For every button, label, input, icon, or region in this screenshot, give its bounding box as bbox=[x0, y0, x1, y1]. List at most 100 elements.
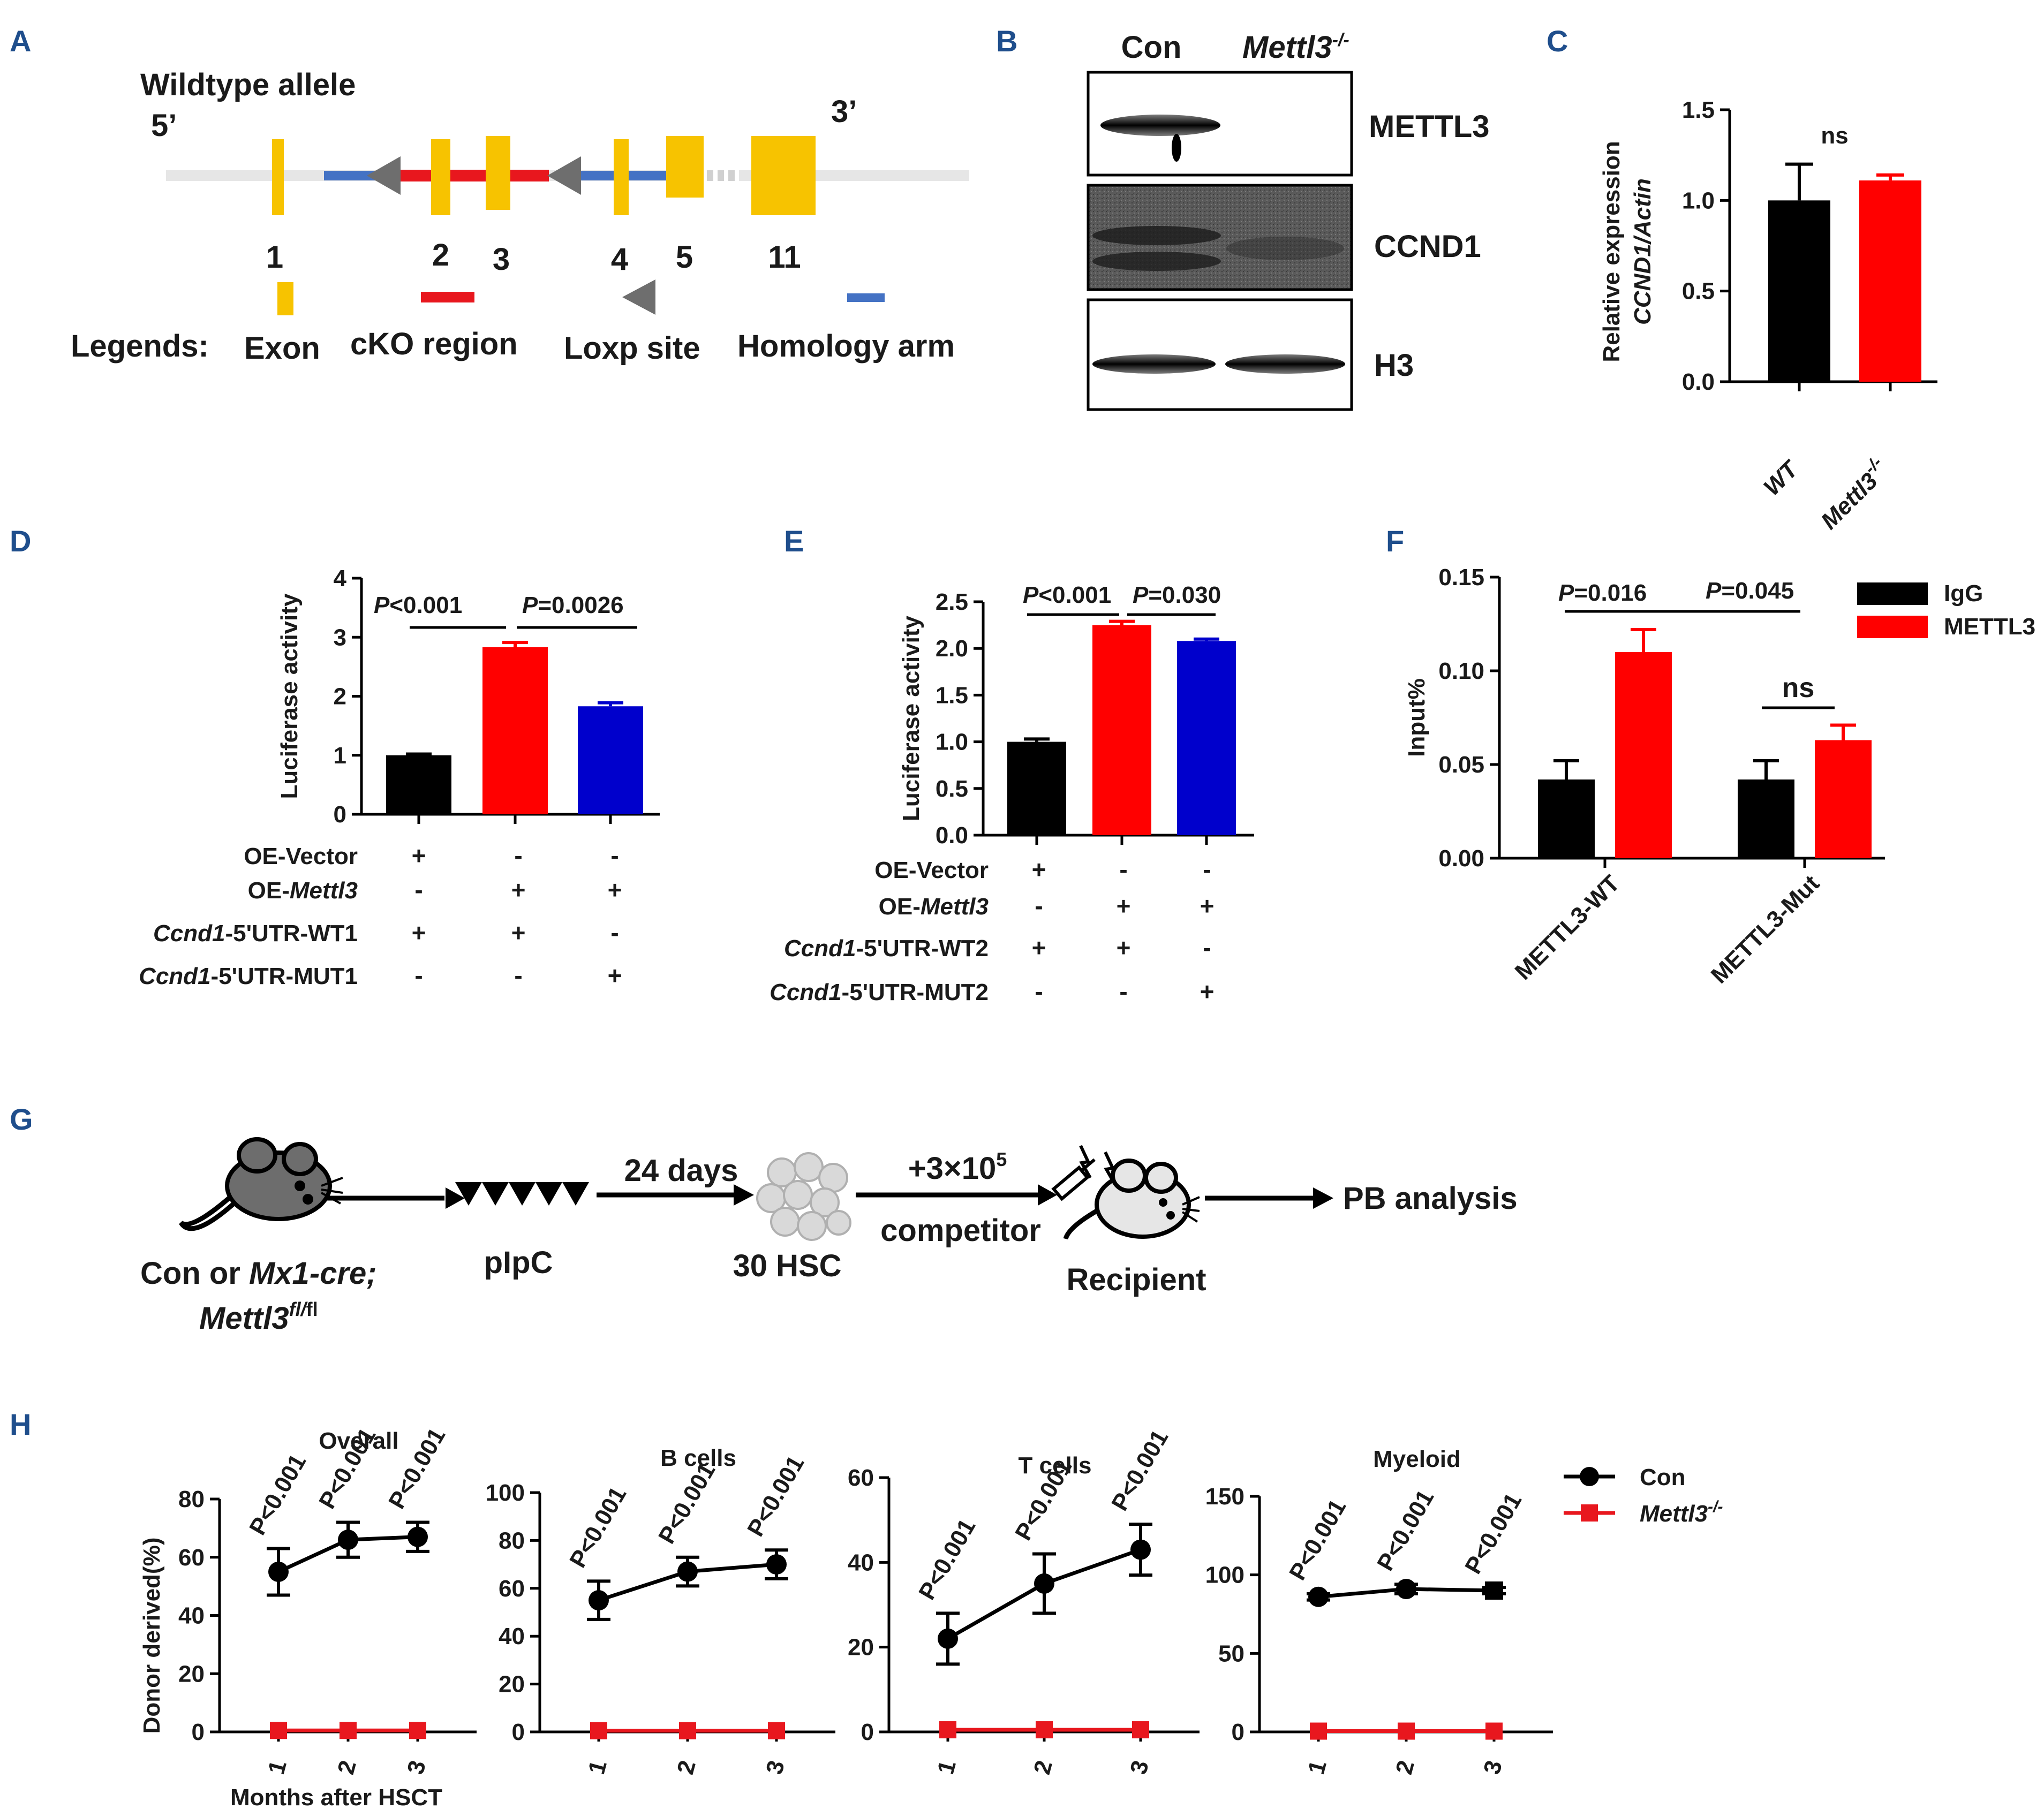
g-arrowhead-1 bbox=[446, 1187, 465, 1209]
f-ytick-label: 0.15 bbox=[1438, 564, 1484, 591]
h-chart-4: 0 50 100 150 Myeloid 1 2 3 P<0.001 P<0.001 P<0.001 bbox=[1205, 1446, 1553, 1777]
h1-xtick: 3 bbox=[402, 1758, 431, 1777]
h2-ytick-label: 20 bbox=[499, 1671, 525, 1698]
h-chart-2: 0 20 40 60 80 100 B cells 1 2 3 P<0.001 P<0.001 P<0.… bbox=[486, 1445, 835, 1777]
tableE-sign: - bbox=[1035, 892, 1043, 920]
c-ytick-label: 1.0 bbox=[1682, 187, 1715, 214]
h2-point bbox=[766, 1554, 787, 1575]
f-bar bbox=[1738, 779, 1794, 858]
legend-exon-swatch bbox=[277, 282, 293, 315]
exon-number-1: 1 bbox=[266, 240, 283, 275]
h-legend-con-marker bbox=[1580, 1467, 1599, 1486]
h3-xtick: 2 bbox=[1029, 1758, 1058, 1777]
h1-point bbox=[268, 1561, 289, 1582]
panel-label-d: D bbox=[10, 524, 31, 558]
panel-label-g: G bbox=[10, 1102, 33, 1136]
h3-point bbox=[939, 1721, 956, 1739]
h-ylabel: Donor derived(%) bbox=[139, 1538, 165, 1734]
h1-xtick-label: 2 bbox=[333, 1758, 361, 1777]
c-ytick-label: 1.5 bbox=[1682, 97, 1715, 123]
h4-point bbox=[1308, 1586, 1329, 1607]
blot-label-mettl3: METTL3 bbox=[1369, 109, 1490, 144]
d-ytick-label: 0 bbox=[334, 801, 346, 828]
d-ylabel-text: Luciferase activity bbox=[276, 593, 303, 799]
panel-f-bar-chart: P=0.016 P=0.045 ns 0.00 0.05 0.10 0.15 Input… bbox=[1404, 564, 2035, 989]
d-ytick-label: 1 bbox=[334, 743, 346, 769]
d-pvalue-1: P<0.001 bbox=[374, 592, 462, 618]
h4-xtick: 3 bbox=[1479, 1758, 1507, 1777]
tableE-sign: - bbox=[1203, 856, 1211, 883]
tableD-row-label: OE-Vector bbox=[244, 843, 358, 869]
tableE-row-label: OE-Vector bbox=[874, 857, 989, 883]
h3-xtick-label: 3 bbox=[1125, 1758, 1154, 1777]
panel-label-e: E bbox=[784, 524, 804, 558]
blot-band-ccnd1-con-lower bbox=[1092, 252, 1221, 271]
legend-cko: cKO region bbox=[350, 327, 518, 361]
h2-xtick-label: 1 bbox=[583, 1758, 612, 1777]
h2-xtick: 3 bbox=[761, 1758, 790, 1777]
e-ylabel-text: Luciferase activity bbox=[898, 615, 924, 821]
g-dose-label: +3×105 bbox=[908, 1148, 1007, 1186]
h4-title: Myeloid bbox=[1373, 1446, 1461, 1472]
tableD-sign: - bbox=[514, 842, 522, 869]
tableE-row-label: Ccnd1-5'UTR-WT2 bbox=[784, 935, 989, 962]
exon-number-5: 5 bbox=[676, 240, 693, 275]
svg-text:Mettl3-/-: Mettl3-/- bbox=[1812, 452, 1894, 534]
tableD-sign: + bbox=[511, 876, 526, 904]
f-xlabel: METTL3-WT bbox=[1510, 870, 1625, 985]
svg-text:WT: WT bbox=[1759, 455, 1804, 501]
blot-band-mettl3-smear bbox=[1172, 134, 1181, 162]
h2-ytick-label: 40 bbox=[499, 1623, 525, 1649]
h2-title: B cells bbox=[660, 1445, 736, 1471]
h2-point bbox=[677, 1561, 698, 1582]
blot-column-mettl3: Mettl3-/- bbox=[1242, 30, 1349, 65]
h3-ytick-label: 0 bbox=[861, 1719, 874, 1745]
h1-xtick: 2 bbox=[333, 1758, 361, 1777]
e-bar bbox=[1007, 741, 1066, 835]
syringe-icon bbox=[1051, 1158, 1096, 1201]
blot-column-con: Con bbox=[1121, 30, 1182, 65]
d-bar bbox=[386, 755, 451, 814]
h4-ytick-label: 100 bbox=[1205, 1562, 1244, 1588]
h3-point bbox=[1034, 1573, 1054, 1594]
h4-point bbox=[1310, 1722, 1327, 1740]
legend-homology-swatch bbox=[847, 293, 885, 302]
h3-xtick: 1 bbox=[932, 1758, 961, 1777]
pipc-injection-triangles bbox=[455, 1182, 589, 1206]
h4-xtick: 2 bbox=[1391, 1758, 1420, 1777]
exon-4 bbox=[614, 139, 629, 215]
h3-xtick: 3 bbox=[1125, 1758, 1154, 1777]
h2-ytick-label: 100 bbox=[486, 1480, 525, 1506]
h3-ytick-label: 40 bbox=[848, 1549, 874, 1576]
exon-2 bbox=[431, 139, 450, 215]
h3-pvalue-text: P<0.001 bbox=[914, 1515, 980, 1604]
tableE-sign: - bbox=[1203, 934, 1211, 962]
d-ytick-label: 3 bbox=[334, 624, 346, 650]
f-ytick-label: 0.05 bbox=[1438, 752, 1484, 778]
h1-point bbox=[340, 1722, 357, 1739]
allele-gap-dots bbox=[707, 170, 735, 181]
tableE-sign: + bbox=[1032, 856, 1046, 883]
cko-region bbox=[399, 170, 549, 181]
irradiation-icon bbox=[1079, 1145, 1117, 1185]
h4-xtick-label: 3 bbox=[1479, 1758, 1507, 1777]
hsc-cluster-icon bbox=[756, 1152, 851, 1241]
e-ytick-label: 1.5 bbox=[936, 682, 968, 708]
g-arrowhead-3 bbox=[1038, 1184, 1057, 1206]
d-ytick-label: 2 bbox=[334, 684, 346, 710]
h3-title: T cells bbox=[1019, 1452, 1092, 1479]
c-xlabel-wt: WT bbox=[1759, 455, 1804, 501]
legend-exon: Exon bbox=[244, 331, 320, 366]
tableE-sign: - bbox=[1119, 856, 1127, 883]
h2-xtick: 2 bbox=[672, 1758, 701, 1777]
f-legend-label: METTL3 bbox=[1944, 614, 2035, 640]
tableD-sign: + bbox=[608, 962, 622, 989]
h3-pvalue: P<0.001 bbox=[914, 1515, 980, 1604]
f-legend-label: IgG bbox=[1944, 580, 1983, 607]
panel-b-western-blot: Con Mettl3-/- METTL3 CCND1 H3 bbox=[1087, 30, 1490, 411]
panel-g-workflow: 24 days +3×105 competitor bbox=[140, 1137, 1518, 1336]
panel-label-c: C bbox=[1547, 24, 1568, 58]
d-bar bbox=[482, 647, 548, 814]
h2-xtick: 1 bbox=[583, 1758, 612, 1777]
